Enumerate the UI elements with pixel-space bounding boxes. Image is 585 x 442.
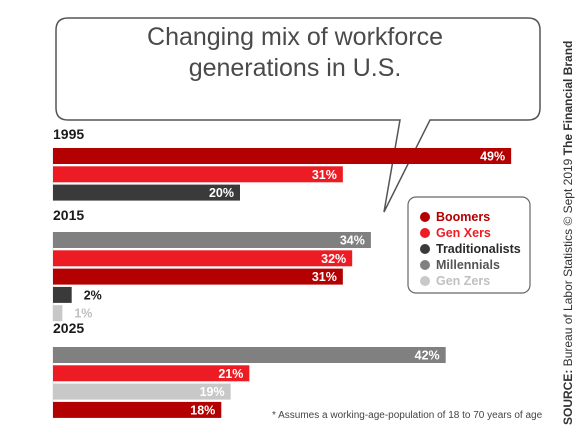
legend-item: Gen Zers: [408, 273, 530, 289]
group-label: 2015: [53, 207, 84, 223]
data-label: 42%: [415, 349, 440, 363]
data-label: 32%: [321, 252, 346, 266]
bar-traditionalists: [53, 184, 240, 201]
source-label: SOURCE:: [561, 369, 575, 425]
legend-item: Traditionalists: [408, 241, 530, 257]
brand-name: The Financial Brand: [561, 40, 575, 156]
title-bubble: [55, 17, 541, 213]
speech-bubble: [55, 17, 541, 294]
legend-item: Gen Xers: [408, 225, 530, 241]
bars-layer: 1995 49% 31% 20% 2015 34% 32% 31% 2% 1%2025 42% 21%…: [52, 126, 512, 418]
source-credit: SOURCE: Bureau of Labor Statistics © Sep…: [558, 35, 578, 425]
bar-boomers: [53, 148, 512, 164]
data-label: 2%: [84, 288, 102, 302]
bar-boomers: [53, 401, 222, 418]
data-label: 34%: [340, 234, 365, 248]
group-label: 1995: [53, 126, 84, 142]
legend-item: Millennials: [408, 257, 530, 273]
legend-label: Gen Zers: [436, 274, 491, 288]
bar-gen-xers: [53, 365, 250, 382]
bar-gen-zers: [53, 305, 63, 322]
title-line-1: Changing mix of workforce: [147, 23, 443, 51]
chart-title: Changing mix of workforce generations in…: [60, 22, 530, 118]
group-label: 2025: [53, 320, 84, 336]
legend-swatch: [420, 228, 430, 238]
data-label: 31%: [312, 168, 337, 182]
data-label: 20%: [209, 186, 234, 200]
bar-gen-zers: [53, 383, 231, 400]
bar-millennials: [53, 347, 446, 363]
legend-item: Boomers: [408, 209, 530, 225]
legend-swatch: [420, 260, 430, 270]
legend-label: Traditionalists: [436, 242, 521, 256]
data-label: 31%: [312, 270, 337, 284]
source-text: Bureau of Labor Statistics: [561, 228, 575, 367]
legend-label: Millennials: [436, 258, 500, 272]
data-label: 19%: [200, 385, 225, 399]
bar-gen-xers: [53, 166, 343, 183]
legend-swatch: [420, 244, 430, 254]
bar-gen-xers: [53, 250, 353, 267]
footnote: * Assumes a working-age-population of 18…: [272, 410, 543, 421]
legend: Boomers Gen Xers Traditionalists Millennial…: [408, 197, 530, 293]
legend-swatch: [420, 212, 430, 222]
legend-box: [407, 196, 531, 294]
data-label: 49%: [480, 150, 505, 164]
copyright-text: © Sept 2019: [561, 158, 575, 226]
title-line-2: generations in U.S.: [188, 54, 402, 82]
legend-swatch: [420, 276, 430, 286]
data-label: 18%: [190, 403, 215, 417]
data-label: 1%: [74, 307, 92, 321]
legend-label: Gen Xers: [436, 226, 491, 240]
data-label: 21%: [218, 367, 243, 381]
bar-traditionalists: [53, 286, 72, 303]
bar-boomers: [53, 268, 343, 285]
legend-label: Boomers: [436, 210, 491, 224]
bar-millennials: [53, 232, 371, 248]
